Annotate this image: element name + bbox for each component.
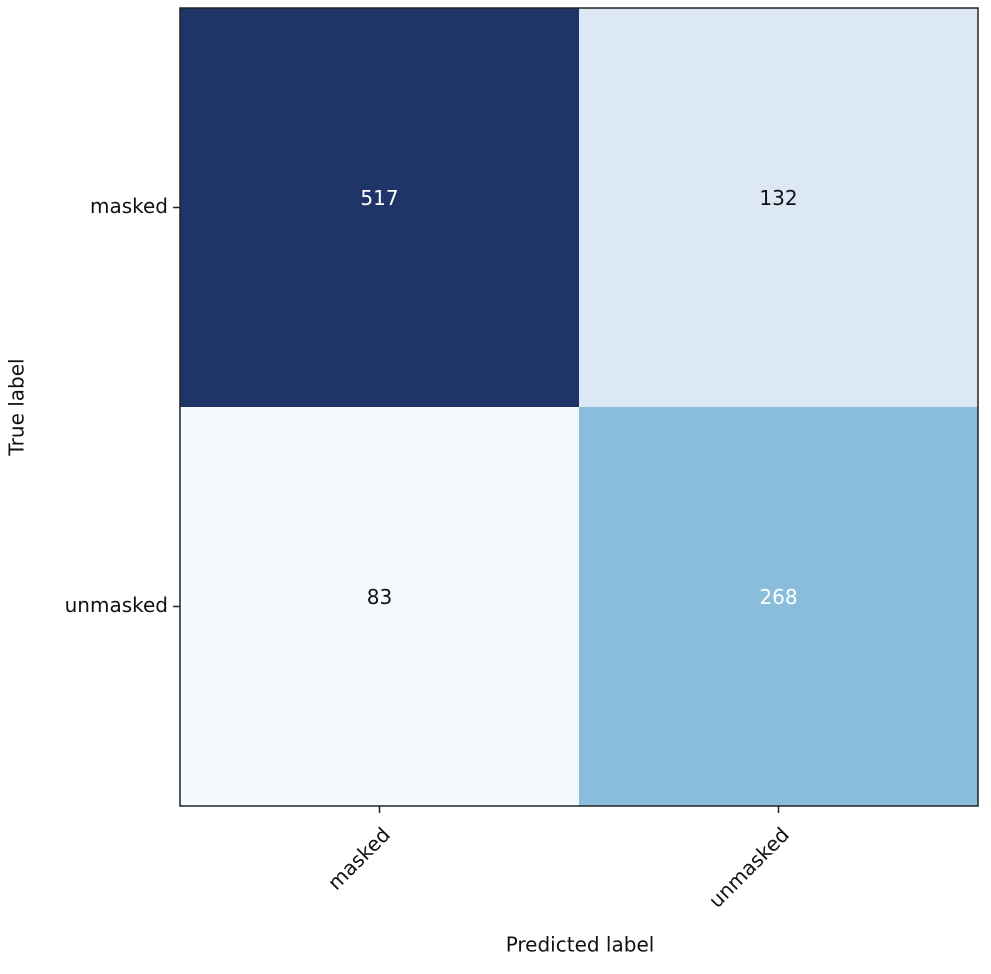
cell (579, 8, 978, 407)
cell-value: 517 (360, 186, 398, 210)
x-axis-label: Predicted label (506, 933, 655, 957)
cell (180, 8, 579, 407)
cell-value: 268 (759, 585, 797, 609)
cell (579, 407, 978, 806)
cell (180, 407, 579, 806)
y-tick-label: unmasked (65, 593, 168, 617)
plot-frame (179, 7, 979, 807)
x-tick-label: masked (323, 822, 395, 894)
y-axis-label: True label (5, 358, 29, 456)
x-tick-label: unmasked (704, 822, 794, 912)
cell-value: 132 (759, 186, 797, 210)
y-tick-label: masked (90, 194, 168, 218)
cell-value: 83 (367, 585, 392, 609)
